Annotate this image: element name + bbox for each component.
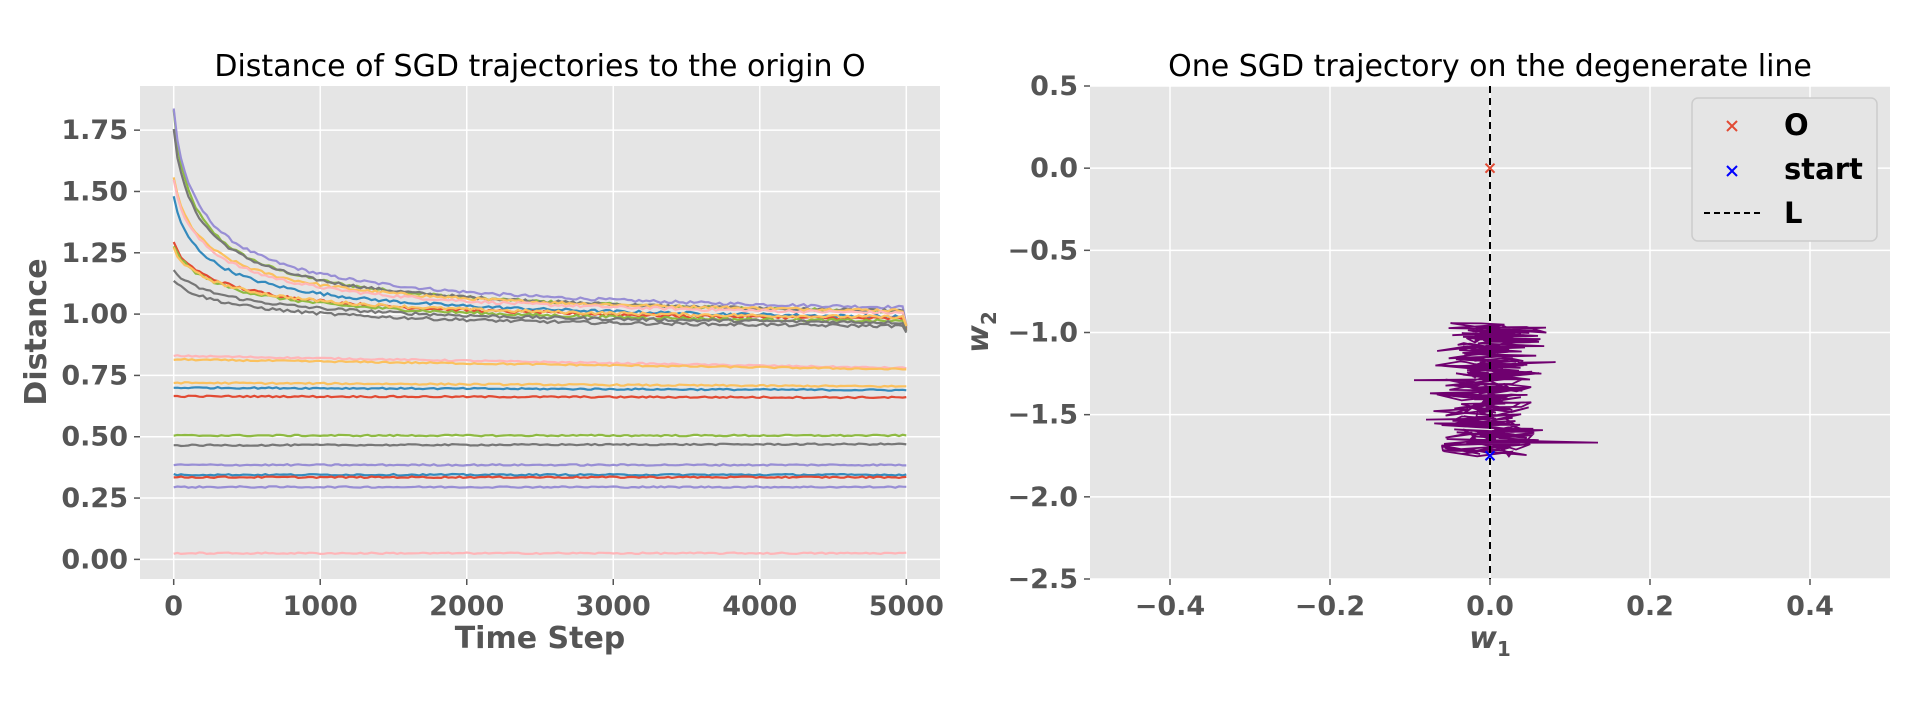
legend: O start L [1691,97,1878,242]
right-chart: −0.4 −0.2 0.0 0.2 0.4 0.5 0.0 −0.5 −1.0 −1.5 −2.0… [961,49,1890,661]
left-series-line-14 [173,381,907,389]
left-ytick-label-5: 1.25 [61,238,128,269]
right-y-axis-label: w2 [961,311,1001,353]
right-x-ticks: −0.4 −0.2 0.0 0.2 0.4 [1135,579,1834,622]
right-chart-title: One SGD trajectory on the degenerate lin… [1168,49,1812,84]
left-chart: 0 1000 2000 3000 4000 5000 0.00 0.25 0.50 0.75 1.… [19,49,944,656]
left-xtick-label-4: 4000 [722,591,797,622]
left-ytick-label-3: 0.75 [61,360,128,391]
left-series-line-9 [172,246,908,327]
left-series-line-5 [172,179,908,328]
right-x-label-main: w [1469,621,1497,656]
left-series-line-15 [173,385,907,392]
trajectory-path [1413,322,1599,458]
left-ytick-label-1: 0.25 [61,483,128,514]
left-series-line-23 [173,551,907,556]
left-chart-title: Distance of SGD trajectories to the orig… [214,49,865,84]
left-series-line-22 [173,485,907,489]
right-x-label-sub: 1 [1497,637,1511,661]
right-ytick-label-0: 0.5 [1030,71,1078,102]
left-x-axis-label: Time Step [455,621,626,656]
right-ytick-label-2: −0.5 [1008,235,1078,266]
left-ytick-label-6: 1.50 [61,176,128,207]
right-xtick-label-3: 0.2 [1626,591,1674,622]
left-plot-area [140,86,940,579]
legend-marker-o [1726,120,1738,132]
right-ytick-label-4: −1.5 [1008,400,1078,431]
left-y-axis-label: Distance [19,258,54,405]
left-xtick-label-5: 5000 [869,591,944,622]
left-series-line-2 [172,108,908,326]
left-series-line-10 [172,269,908,332]
right-y-ticks: 0.5 0.0 −0.5 −1.0 −1.5 −2.0 −2.5 [1008,71,1090,595]
right-y-label-main: w [961,325,996,353]
right-x-axis-label: w1 [1469,621,1511,661]
point-start [1484,450,1496,461]
legend-marker-start [1726,165,1738,177]
right-xtick-label-2: 0.0 [1466,591,1514,622]
left-xtick-label-2: 2000 [429,591,504,622]
left-series-line-11 [173,280,908,334]
right-xtick-label-0: −0.4 [1135,591,1205,622]
left-x-ticks: 0 1000 2000 3000 4000 5000 [164,579,944,622]
left-series-line-13 [173,357,907,371]
right-y-label-sub: 2 [977,311,1001,325]
legend-box [1691,97,1878,242]
left-ytick-label-2: 0.50 [61,422,128,453]
left-series-line-20 [173,472,907,477]
left-series [172,108,908,556]
left-xtick-label-3: 3000 [576,591,651,622]
legend-label-o: O [1784,108,1809,142]
left-xtick-label-1: 1000 [283,591,358,622]
left-ytick-label-4: 1.00 [61,299,128,330]
right-ytick-label-5: −2.0 [1008,482,1078,513]
right-ytick-label-6: −2.5 [1008,564,1078,595]
left-series-line-19 [173,463,907,467]
right-ytick-label-3: −1.0 [1008,318,1078,349]
left-series-line-17 [173,433,907,438]
left-y-ticks: 0.00 0.25 0.50 0.75 1.00 1.25 1.50 1.75 [61,115,140,575]
right-ytick-label-1: 0.0 [1030,153,1078,184]
right-trajectory [1413,322,1599,458]
left-xtick-label-0: 0 [164,591,183,622]
right-xtick-label-1: −0.2 [1295,591,1365,622]
left-series-line-21 [173,475,907,480]
legend-label-l: L [1784,196,1802,230]
right-points [1484,162,1496,461]
left-ytick-label-7: 1.75 [61,115,128,146]
left-series-line-18 [173,442,907,448]
left-series-line-16 [173,394,907,400]
left-ytick-label-0: 0.00 [61,544,128,575]
point-O [1484,162,1496,174]
legend-label-start: start [1784,152,1863,186]
right-xtick-label-4: 0.4 [1786,591,1834,622]
